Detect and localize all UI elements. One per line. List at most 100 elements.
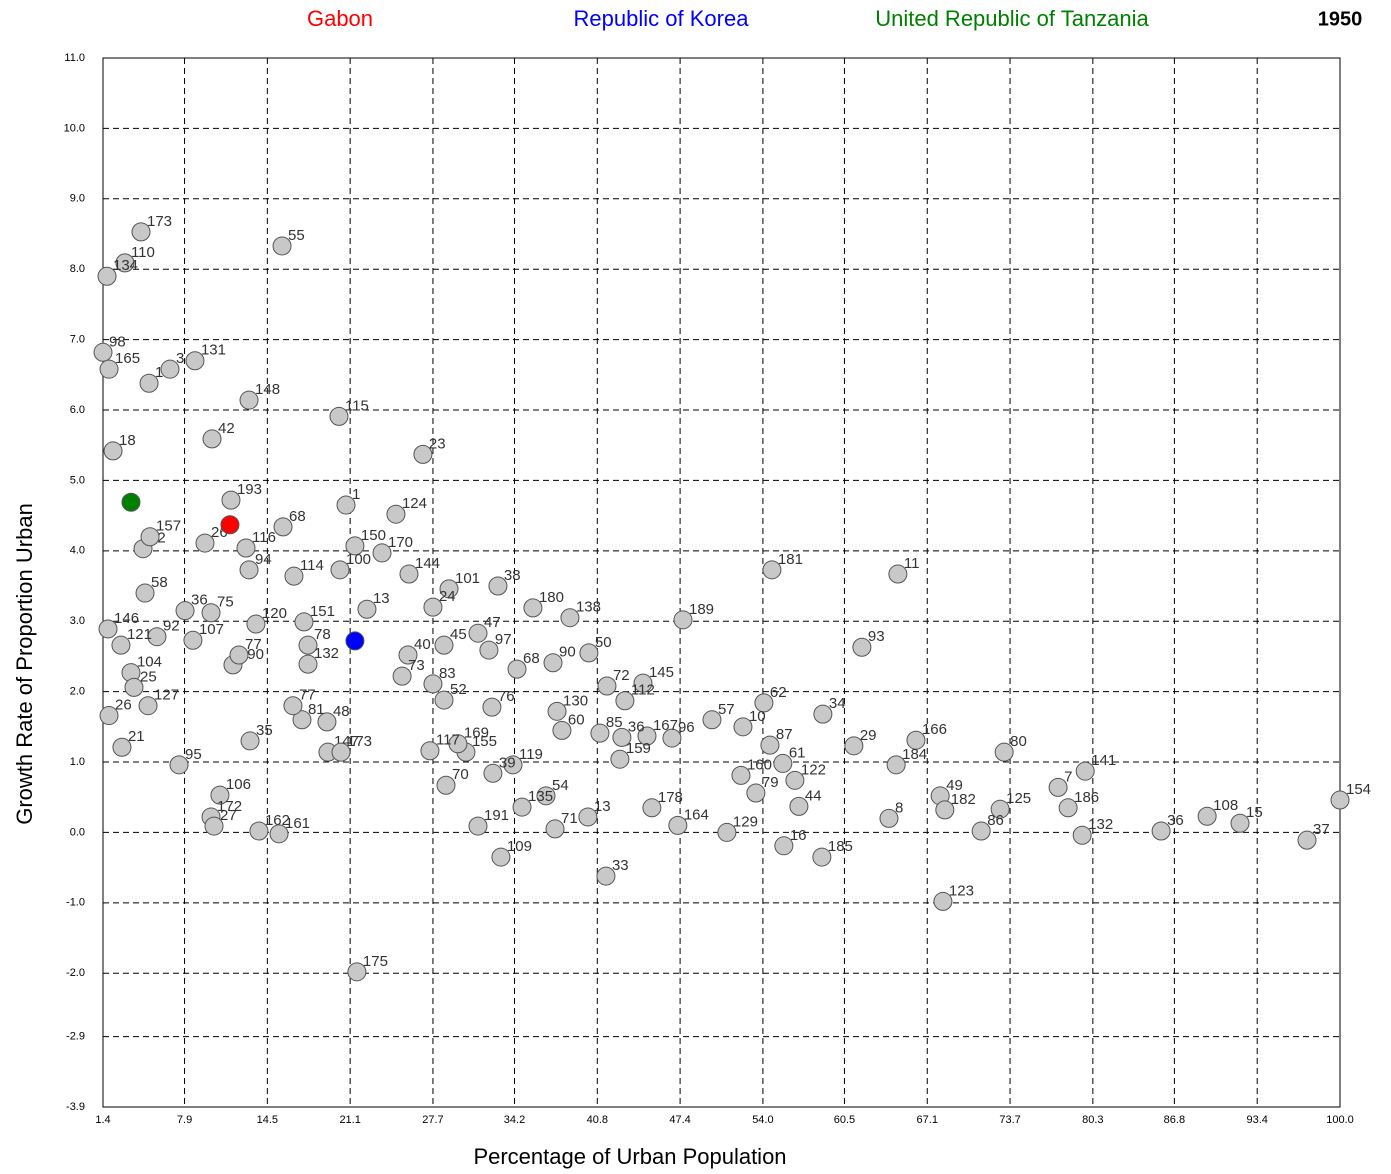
- point: [331, 742, 351, 762]
- point-label: 70: [452, 766, 469, 783]
- point: [523, 598, 543, 618]
- point-label: 11: [904, 555, 920, 572]
- x-tick-label: 93.4: [1246, 1114, 1267, 1126]
- point-label: 96: [678, 719, 695, 736]
- point-label: 40: [414, 636, 431, 653]
- point-label: 193: [237, 481, 262, 498]
- point: [131, 222, 151, 242]
- x-tick-label: 40.8: [587, 1114, 608, 1126]
- point-label: 26: [115, 697, 132, 714]
- point-label: 185: [828, 838, 853, 855]
- point-label: 49: [946, 777, 963, 794]
- point: [398, 645, 418, 665]
- point: [239, 560, 259, 580]
- point-label: 182: [951, 791, 976, 808]
- point-label: 10: [749, 708, 766, 725]
- point: [547, 701, 567, 721]
- point: [774, 836, 794, 856]
- x-tick-label: 86.8: [1164, 1114, 1185, 1126]
- point: [717, 822, 737, 842]
- point-label: 120: [262, 605, 287, 622]
- point-label: 130: [563, 692, 588, 709]
- point: [468, 816, 488, 836]
- x-tick-label: 27.7: [422, 1114, 443, 1126]
- point-label: 24: [439, 588, 456, 605]
- point: [610, 749, 630, 769]
- point: [185, 351, 205, 371]
- point-label: 76: [498, 688, 515, 705]
- point: [93, 342, 113, 362]
- point-label: 37: [1313, 821, 1330, 838]
- point: [785, 770, 805, 790]
- point: [906, 730, 926, 750]
- y-tick-label: -1.0: [66, 897, 85, 909]
- y-tick-label: 6.0: [70, 404, 85, 416]
- point: [597, 676, 617, 696]
- point-label: 78: [314, 626, 331, 643]
- point-label: 36: [191, 592, 208, 609]
- y-tick-label: 9.0: [70, 193, 85, 205]
- point: [240, 731, 260, 751]
- point-label: 110: [131, 244, 155, 261]
- point: [436, 775, 456, 795]
- x-tick-label: 80.3: [1082, 1114, 1103, 1126]
- point: [633, 673, 653, 693]
- point: [1058, 798, 1078, 818]
- legend-entry: Gabon: [307, 6, 373, 31]
- point-label: 115: [345, 397, 369, 414]
- point-label: 164: [684, 806, 709, 823]
- point: [135, 583, 155, 603]
- point: [139, 373, 159, 393]
- point-label: 119: [519, 746, 543, 763]
- point-label: 15: [1246, 804, 1263, 821]
- point: [399, 564, 419, 584]
- point-label: 160: [747, 756, 772, 773]
- point: [283, 696, 303, 716]
- point: [512, 797, 532, 817]
- x-tick-label: 67.1: [917, 1114, 938, 1126]
- point: [1230, 813, 1250, 833]
- point-label: 98: [109, 333, 126, 350]
- point: [702, 710, 722, 730]
- point-label: 162: [265, 812, 290, 829]
- point: [413, 444, 433, 464]
- y-tick-label: 11.0: [64, 52, 85, 64]
- point: [210, 785, 230, 805]
- point: [239, 390, 259, 410]
- point: [1297, 830, 1317, 850]
- y-tick-label: 7.0: [70, 334, 85, 346]
- point-label: 178: [658, 789, 683, 806]
- point: [249, 821, 269, 841]
- point-label: 85: [606, 714, 623, 731]
- point-label: 77: [245, 636, 262, 653]
- point-label: 114: [300, 557, 324, 574]
- point: [773, 753, 793, 773]
- point-label: 123: [949, 882, 974, 899]
- point-label: 106: [226, 776, 251, 793]
- point: [99, 706, 119, 726]
- point-label: 75: [217, 594, 234, 611]
- x-axis-title: Percentage of Urban Population: [473, 1144, 786, 1169]
- point: [673, 610, 693, 630]
- y-tick-label: 3.0: [70, 615, 85, 627]
- point-label: 38: [504, 567, 521, 584]
- point-label: 166: [922, 721, 947, 738]
- point: [220, 515, 240, 535]
- point-label: 52: [450, 681, 467, 698]
- point-label: 45: [450, 626, 467, 643]
- point: [439, 579, 459, 599]
- point: [112, 737, 132, 757]
- point-label: 33: [612, 857, 629, 874]
- point: [201, 603, 221, 623]
- point-label: 141: [1091, 752, 1116, 769]
- point-label: 83: [439, 665, 456, 682]
- point: [103, 441, 123, 461]
- point-label: 138: [576, 599, 601, 616]
- point: [294, 612, 314, 632]
- point-label: 184: [902, 746, 927, 763]
- x-tick-label: 60.5: [834, 1114, 855, 1126]
- point: [221, 490, 241, 510]
- point: [345, 536, 365, 556]
- point: [994, 742, 1014, 762]
- point-label: 189: [689, 601, 714, 618]
